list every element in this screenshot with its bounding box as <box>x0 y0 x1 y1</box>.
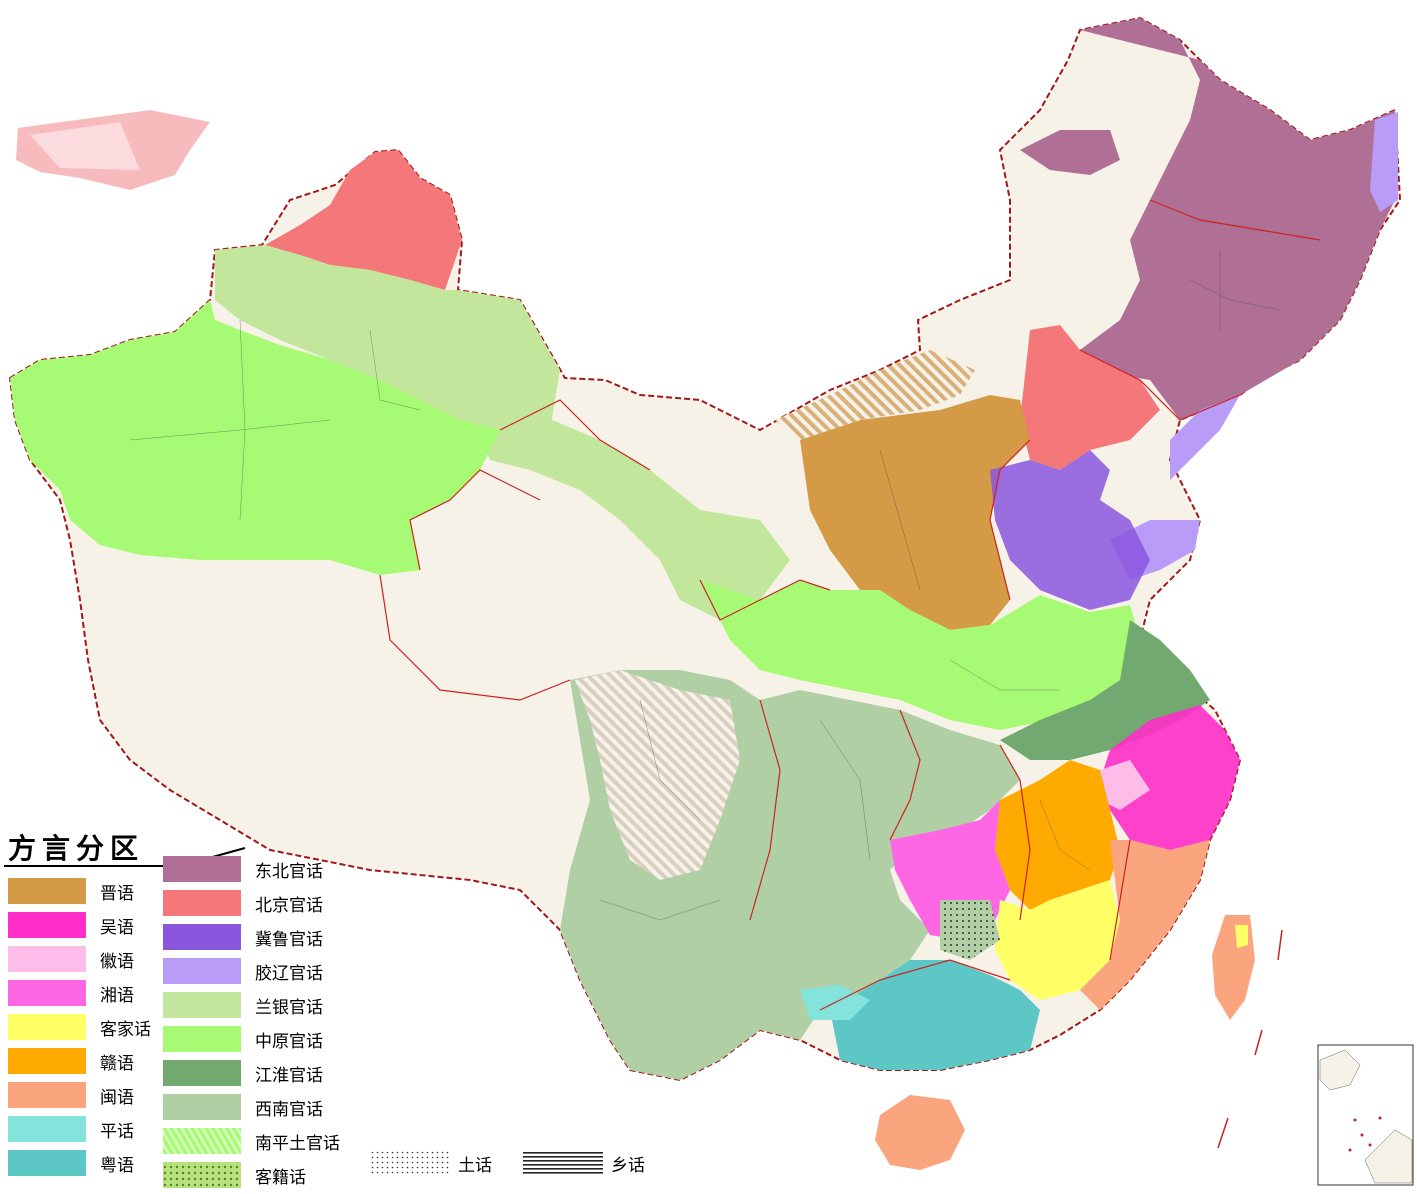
legend-swatch <box>163 992 241 1018</box>
legend-swatch <box>163 924 241 950</box>
legend-swatch <box>163 890 241 916</box>
legend-label: 中原官话 <box>255 1032 323 1052</box>
legend-extra: 土话 乡话 <box>370 1150 645 1176</box>
region-yue <box>830 960 1040 1070</box>
region-kejia <box>995 880 1120 1000</box>
region-tuhua <box>940 900 1000 960</box>
maritime-lines <box>1217 929 1283 1149</box>
region-dongbei <box>1080 18 1395 420</box>
legend-swatch <box>8 1014 86 1040</box>
legend-swatch <box>8 1082 86 1108</box>
legend-label: 胶辽官话 <box>255 964 323 984</box>
legend-swatch <box>8 1048 86 1074</box>
legend-swatch <box>370 1150 450 1176</box>
legend-label: 西南官话 <box>255 1100 323 1120</box>
dialect-regions <box>10 18 1398 1170</box>
legend-label: 闽语 <box>100 1088 134 1108</box>
south-china-sea-inset <box>1317 1044 1414 1186</box>
region-stripes-sichuan <box>575 670 740 880</box>
legend-label: 粤语 <box>100 1156 134 1176</box>
legend-swatch <box>163 1094 241 1120</box>
watermark-stamp <box>16 110 210 190</box>
region-beijing-xinjiang <box>265 150 462 290</box>
legend-swatch <box>8 1116 86 1142</box>
region-zhongyuan-main <box>700 580 1140 730</box>
region-stripes-neimeng <box>775 350 975 440</box>
legend-label: 赣语 <box>100 1054 134 1074</box>
legend-swatch <box>163 958 241 984</box>
region-lanyin <box>215 245 560 440</box>
legend-swatch <box>163 1060 241 1086</box>
legend-swatch <box>8 980 86 1006</box>
legend-label: 湘语 <box>100 986 134 1006</box>
region-lanyin-gansu <box>480 415 790 620</box>
region-hainan <box>875 1095 965 1170</box>
legend-label: 乡话 <box>611 1156 645 1176</box>
region-zhongyuan-xinjiang <box>10 300 500 575</box>
legend-label: 土话 <box>458 1156 492 1176</box>
legend-label: 东北官话 <box>255 862 323 882</box>
legend-label: 客籍话 <box>255 1168 306 1188</box>
legend-label: 徽语 <box>100 952 134 972</box>
legend-label: 北京官话 <box>255 896 323 916</box>
legend-label: 晋语 <box>100 884 134 904</box>
legend-label: 南平土官话 <box>255 1134 340 1154</box>
legend-swatch <box>8 1150 86 1176</box>
legend-swatch <box>163 856 241 882</box>
region-jiaoliao-liaodong <box>1170 395 1240 480</box>
legend-swatch <box>163 1128 241 1154</box>
legend-swatch <box>523 1150 603 1176</box>
region-jiaoliao-ne <box>1370 112 1398 212</box>
legend-swatch <box>163 1026 241 1052</box>
legend-swatch <box>8 946 86 972</box>
region-hui <box>1100 760 1150 810</box>
region-dongbei-west <box>1020 130 1120 175</box>
region-jin <box>800 395 1030 630</box>
legend-swatch <box>163 1162 241 1188</box>
region-min <box>1080 840 1210 1010</box>
legend-swatch <box>8 912 86 938</box>
region-jilu <box>990 450 1150 610</box>
province-boundaries <box>379 199 1321 1011</box>
legend-label: 江淮官话 <box>255 1066 323 1086</box>
legend-label: 冀鲁官话 <box>255 930 323 950</box>
legend-label: 客家话 <box>100 1020 151 1040</box>
legend-title: 方言分区 <box>8 832 144 865</box>
county-boundaries <box>129 250 1281 921</box>
legend-label: 吴语 <box>100 918 134 938</box>
legend-label: 平话 <box>100 1122 134 1142</box>
region-taiwan <box>1212 915 1255 1020</box>
region-taiwan-kejia <box>1235 925 1248 948</box>
legend-label: 兰银官话 <box>255 998 323 1018</box>
region-beijing <box>1020 325 1160 470</box>
region-wu <box>1100 705 1240 850</box>
legend-swatch <box>8 878 86 904</box>
